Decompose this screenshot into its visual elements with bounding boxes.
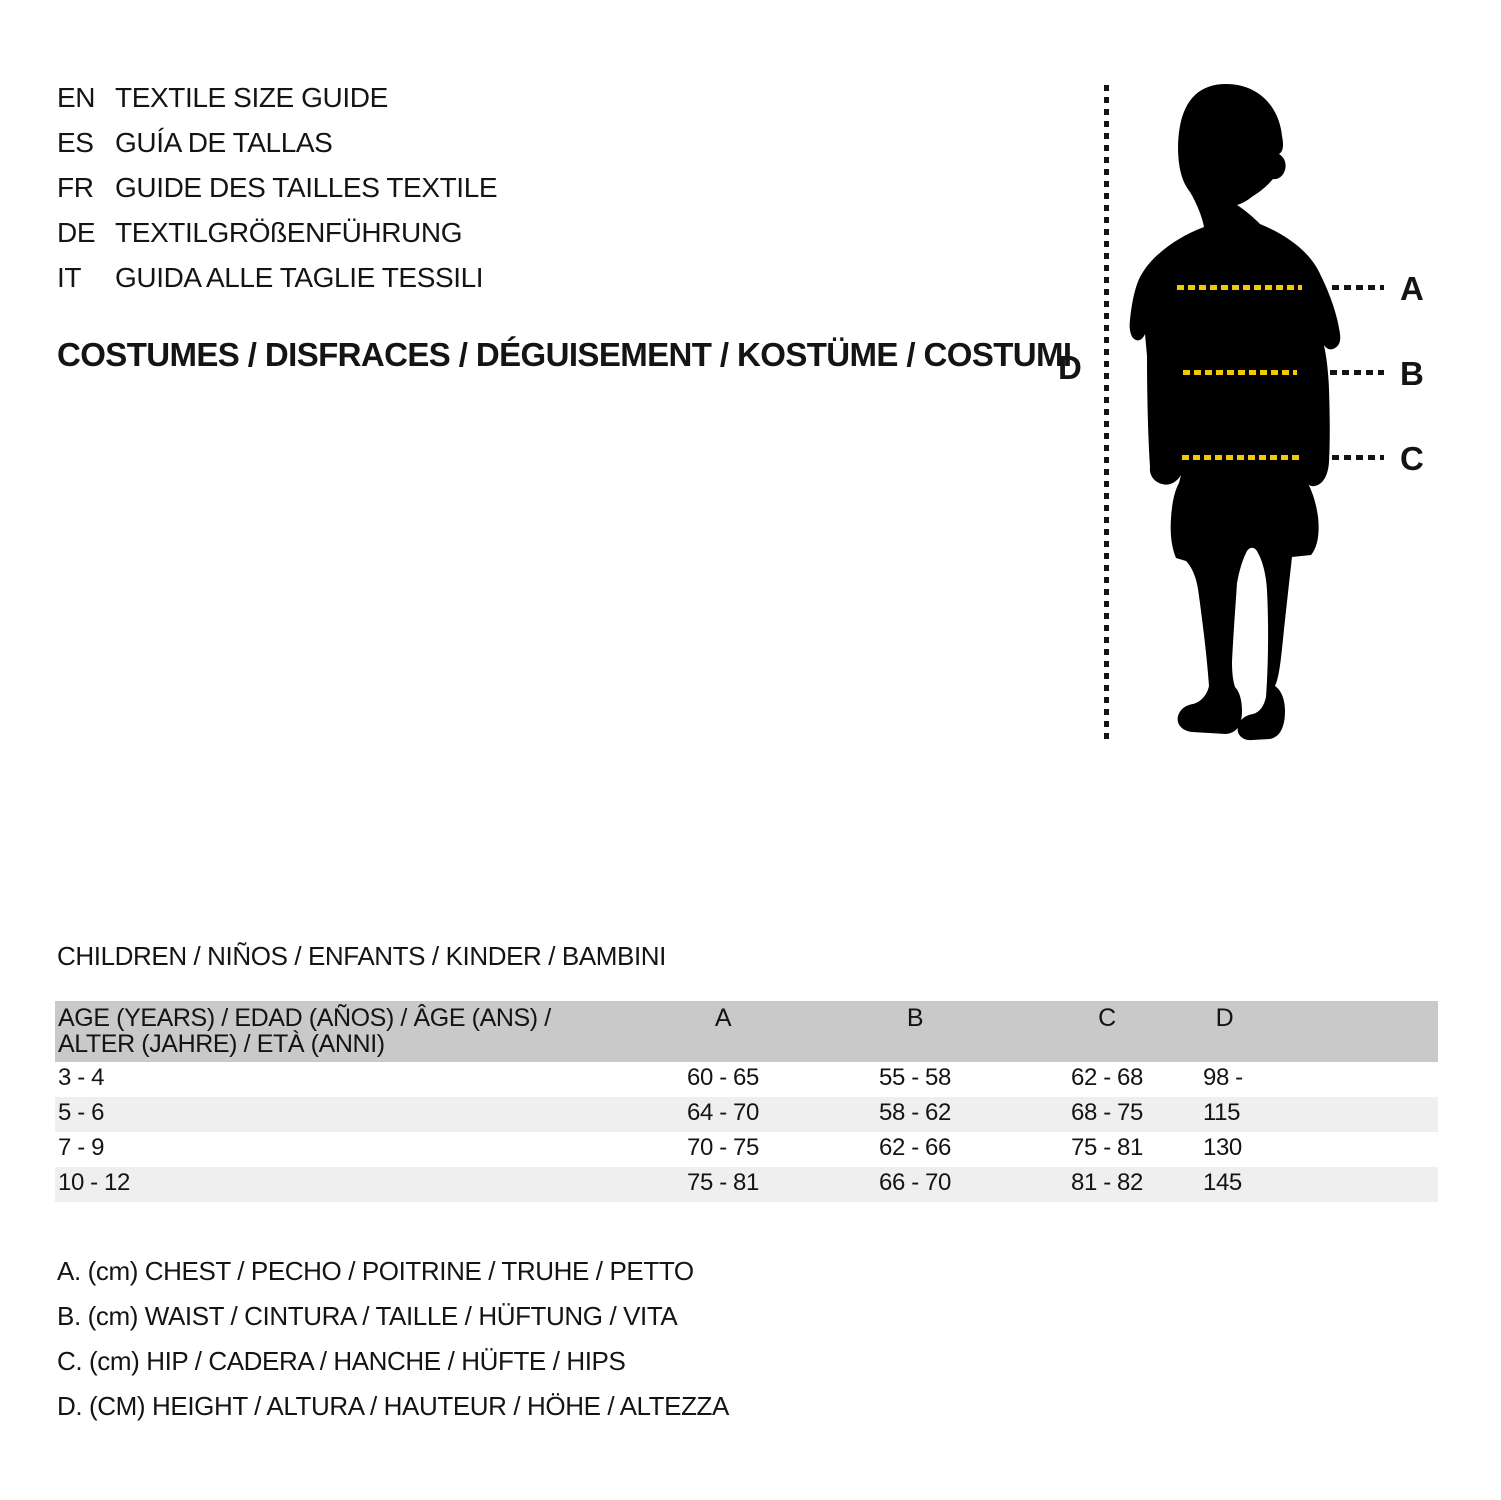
table-row: 7 - 9 70 - 75 62 - 66 75 - 81 130 - 145 [55, 1132, 1438, 1167]
hip-connector-line [1332, 455, 1384, 460]
language-code: FR [57, 172, 94, 203]
column-header-b: B [906, 1004, 924, 1032]
chest-cell: 60 - 65 [687, 1063, 759, 1091]
guide-title: GUIDE DES TAILLES TEXTILE [115, 172, 498, 203]
language-row: ES GUÍA DE TALLAS [57, 125, 333, 161]
hip-cell: 62 - 68 [1071, 1063, 1143, 1091]
legend-height: D. (CM) HEIGHT / ALTURA / HAUTEUR / HÖHE… [57, 1391, 729, 1421]
height-cell: 115 - 130 [1203, 1098, 1246, 1126]
language-code: ES [57, 127, 94, 158]
height-cell: 98 - 115 [1203, 1063, 1246, 1091]
waist-cell: 55 - 58 [879, 1063, 951, 1091]
table-row: 3 - 4 60 - 65 55 - 58 62 - 68 98 - 115 [55, 1062, 1438, 1097]
column-header-c: C [1098, 1004, 1116, 1032]
age-header-line2: ALTER (JAHRE) / ETÀ (ANNI) [58, 1030, 385, 1058]
label-a: A [1400, 270, 1424, 307]
guide-title: TEXTILGRÖßENFÜHRUNG [115, 217, 463, 248]
child-silhouette [1129, 84, 1341, 741]
label-d: D [1058, 349, 1082, 386]
language-row: DE TEXTILGRÖßENFÜHRUNG [57, 215, 462, 251]
column-header-a: A [714, 1004, 732, 1032]
age-header-line1: AGE (YEARS) / EDAD (AÑOS) / ÂGE (ANS) / [58, 1004, 551, 1032]
legend-waist: B. (cm) WAIST / CINTURA / TAILLE / HÜFTU… [57, 1301, 678, 1331]
age-column-header: AGE (YEARS) / EDAD (AÑOS) / ÂGE (ANS) / … [55, 1001, 627, 1060]
header-spacer [55, 1060, 627, 1063]
age-cell: 7 - 9 [58, 1133, 105, 1161]
label-c: C [1400, 440, 1424, 477]
waist-cell: 58 - 62 [879, 1098, 951, 1126]
table-section-title: CHILDREN / NIÑOS / ENFANTS / KINDER / BA… [57, 941, 666, 971]
chest-connector-line [1332, 285, 1384, 290]
children-size-table: AGE (YEARS) / EDAD (AÑOS) / ÂGE (ANS) / … [55, 1001, 1438, 1202]
chest-measure-line [1177, 285, 1302, 290]
height-measure-line [1104, 85, 1109, 742]
legend-hip: C. (cm) HIP / CADERA / HANCHE / HÜFTE / … [57, 1346, 626, 1376]
chest-cell: 75 - 81 [687, 1168, 759, 1196]
language-row: EN TEXTILE SIZE GUIDE [57, 80, 388, 116]
category-title: COSTUMES / DISFRACES / DÉGUISEMENT / KOS… [57, 336, 1072, 373]
chest-cell: 64 - 70 [687, 1098, 759, 1126]
language-code: EN [57, 82, 96, 113]
waist-connector-line [1330, 370, 1384, 375]
height-cell: 145 - 160 [1203, 1168, 1246, 1196]
guide-title: GUÍA DE TALLAS [115, 127, 333, 158]
guide-title: TEXTILE SIZE GUIDE [115, 82, 388, 113]
table-header-row: AGE (YEARS) / EDAD (AÑOS) / ÂGE (ANS) / … [55, 1001, 1438, 1062]
hip-measure-line [1182, 455, 1303, 460]
table-row: 5 - 6 64 - 70 58 - 62 68 - 75 115 - 130 [55, 1097, 1438, 1132]
language-code: IT [57, 262, 82, 293]
age-cell: 5 - 6 [58, 1098, 105, 1126]
hip-cell: 68 - 75 [1071, 1098, 1143, 1126]
legend-chest: A. (cm) CHEST / PECHO / POITRINE / TRUHE… [57, 1256, 694, 1286]
waist-cell: 62 - 66 [879, 1133, 951, 1161]
language-row: FR GUIDE DES TAILLES TEXTILE [57, 170, 498, 206]
guide-title: GUIDA ALLE TAGLIE TESSILI [115, 262, 484, 293]
table-row: 10 - 12 75 - 81 66 - 70 81 - 82 145 - 16… [55, 1167, 1438, 1202]
language-row: IT GUIDA ALLE TAGLIE TESSILI [57, 260, 484, 296]
label-b: B [1400, 355, 1424, 392]
hip-cell: 81 - 82 [1071, 1168, 1143, 1196]
height-cell: 130 - 145 [1203, 1133, 1246, 1161]
waist-measure-line [1183, 370, 1297, 375]
chest-cell: 70 - 75 [687, 1133, 759, 1161]
age-cell: 10 - 12 [58, 1168, 130, 1196]
column-header-d: D [1215, 1004, 1234, 1032]
language-code: DE [57, 217, 96, 248]
waist-cell: 66 - 70 [879, 1168, 951, 1196]
age-cell: 3 - 4 [58, 1063, 105, 1091]
hip-cell: 75 - 81 [1071, 1133, 1143, 1161]
